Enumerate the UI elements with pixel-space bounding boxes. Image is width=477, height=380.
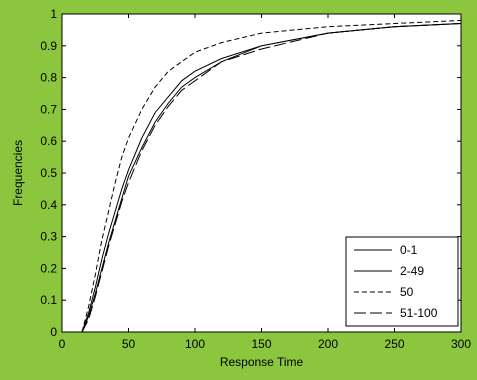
x-tick-label: 0 [59, 337, 66, 351]
legend-label: 50 [400, 285, 414, 299]
y-tick-label: 0.6 [40, 134, 57, 148]
legend: 0-1 2-49 50 51-100 [345, 236, 459, 327]
y-tick-label: 0.5 [40, 166, 57, 180]
y-tick-label: 0.3 [40, 230, 57, 244]
x-tick-label: 300 [451, 337, 471, 351]
y-tick-label: 0.9 [40, 39, 57, 53]
y-tick-label: 0.7 [40, 102, 57, 116]
series-layer [81, 19, 462, 333]
series-line-2-49 [81, 23, 462, 333]
y-tick-label: 0 [50, 325, 57, 339]
x-axis: 0 50 100 150 200 250 300 [59, 14, 471, 351]
x-tick-label: 250 [384, 337, 404, 351]
legend-label: 51-100 [400, 306, 438, 320]
legend-label: 2-49 [400, 264, 424, 278]
y-axis: 0 0.1 0.2 0.3 0.4 0.5 0.6 0.7 0.8 0.9 1 [40, 7, 461, 339]
x-tick-label: 150 [251, 337, 271, 351]
series-line-50 [81, 19, 462, 333]
x-tick-label: 100 [185, 337, 205, 351]
y-tick-label: 0.1 [40, 293, 57, 307]
legend-box [345, 236, 459, 327]
y-tick-label: 0.8 [40, 71, 57, 85]
y-tick-label: 0.2 [40, 261, 57, 275]
legend-label: 0-1 [400, 243, 418, 257]
series-line-51-100 [81, 23, 462, 333]
y-axis-label: Frequencies [11, 140, 25, 206]
x-tick-label: 200 [318, 337, 338, 351]
x-tick-label: 50 [122, 337, 136, 351]
y-tick-label: 0.4 [40, 198, 57, 212]
y-tick-label: 1 [50, 7, 57, 21]
x-axis-label: Response Time [220, 355, 304, 369]
